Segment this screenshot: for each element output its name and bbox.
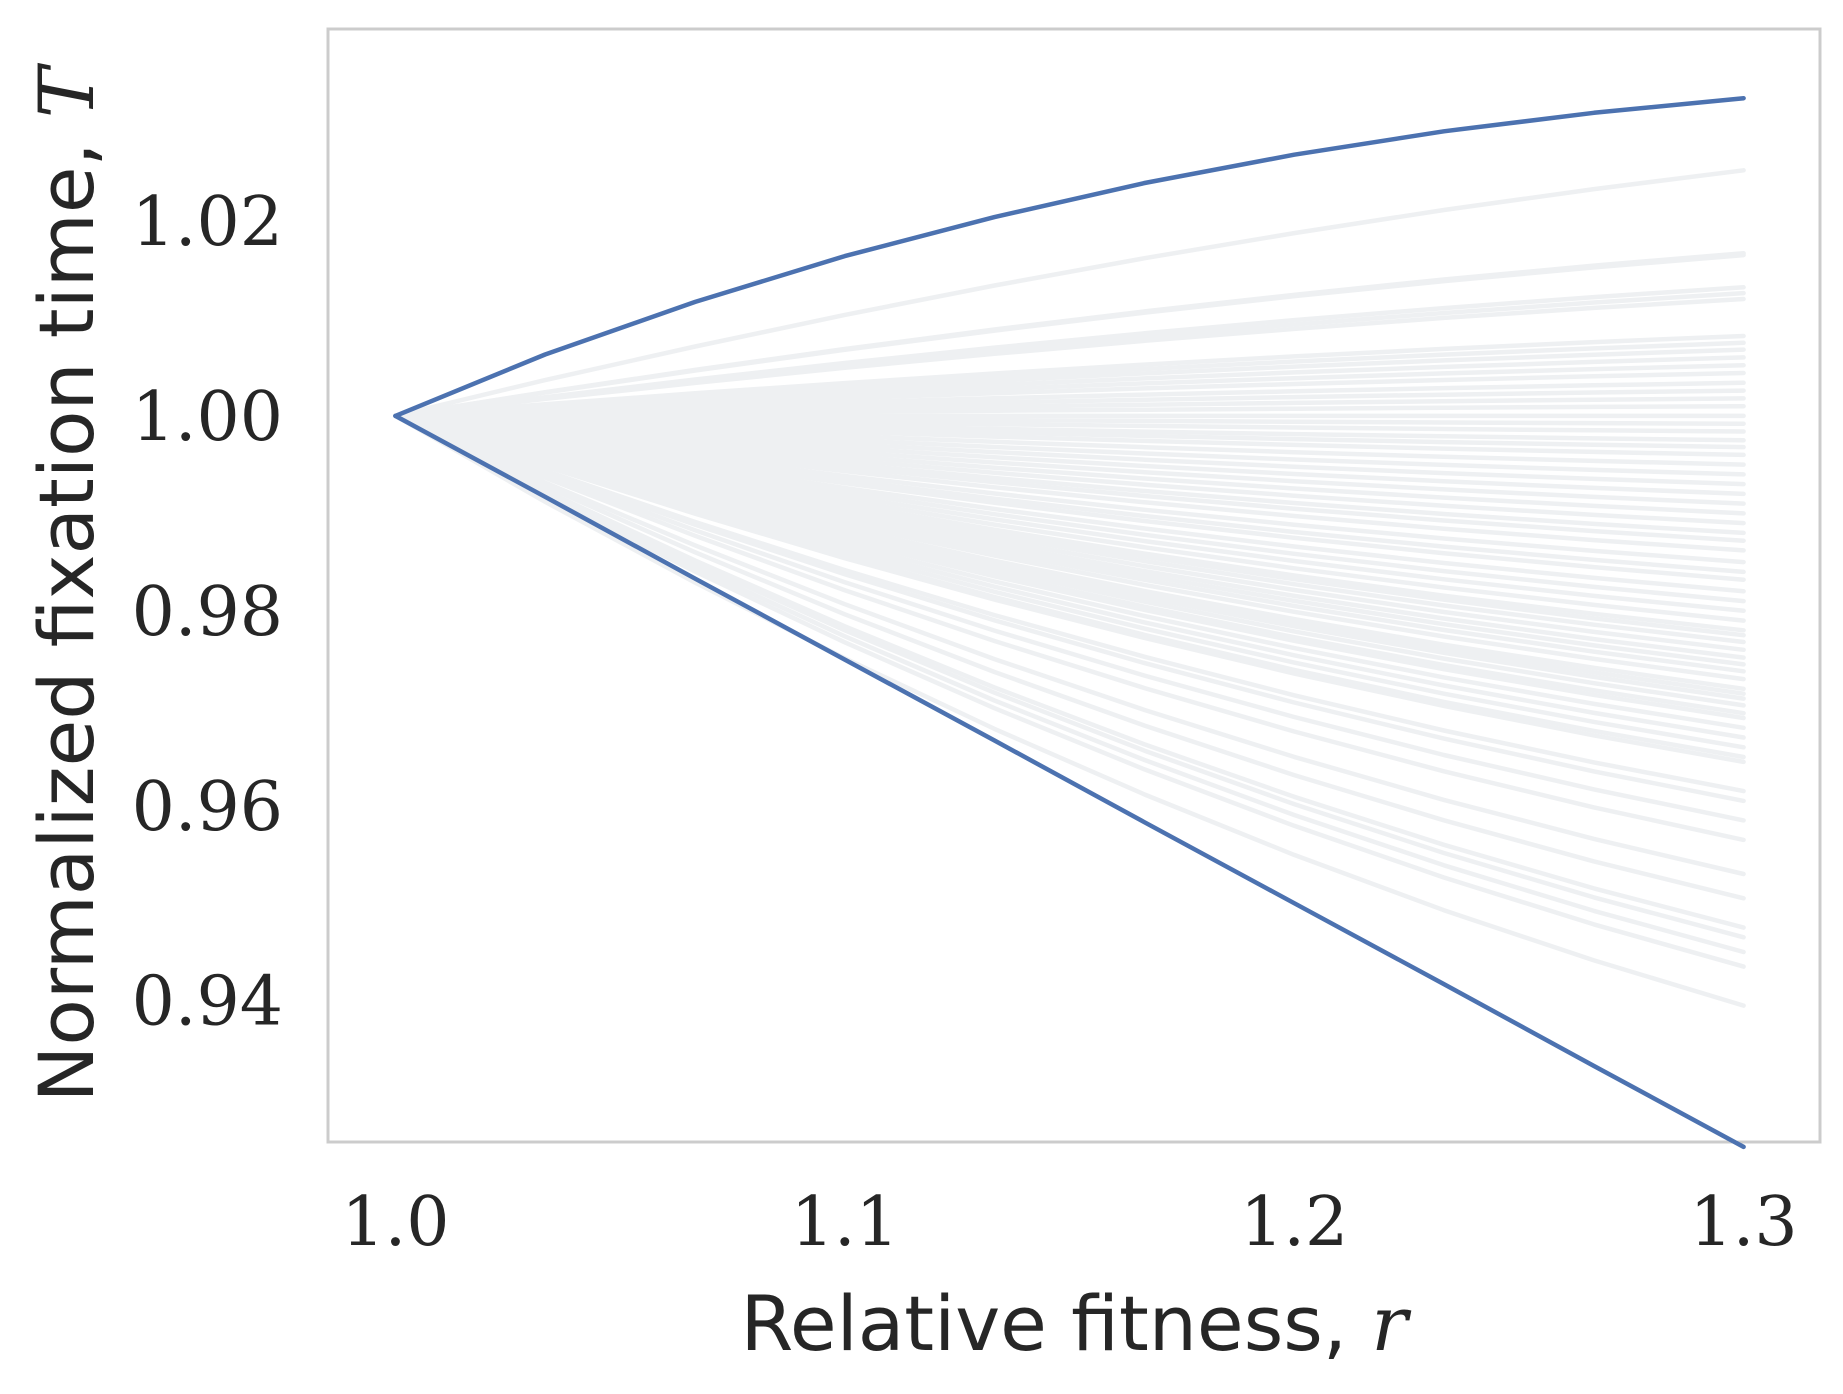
background-series-line [393, 413, 1746, 940]
highlight-series-line [393, 413, 1746, 1150]
background-series-line [393, 413, 1746, 823]
y-axis-label: Normalized fixation time, T [22, 62, 111, 1102]
background-series-line [393, 413, 1746, 901]
background-series-line [393, 413, 1746, 582]
highlight-series-group [393, 95, 1746, 1150]
y-tick-label: 0.98 [132, 573, 283, 652]
background-series-line [393, 413, 1746, 765]
background-series-line [393, 413, 1746, 955]
x-axis-label: Relative fitness, r [740, 1279, 1412, 1368]
background-series-line [393, 252, 1746, 419]
x-tick-label: 1.0 [341, 1183, 449, 1262]
background-series-line [393, 296, 1746, 419]
y-tick-label: 1.02 [132, 183, 283, 262]
background-series-line [393, 413, 1746, 877]
y-tick-label: 1.00 [132, 378, 283, 457]
background-series-line [393, 413, 1746, 969]
x-tick-labels: 1.0 1.1 1.2 1.3 [341, 1183, 1797, 1262]
highlight-series-line [393, 95, 1746, 419]
background-series-line [393, 413, 1746, 804]
x-tick-label: 1.1 [791, 1183, 899, 1262]
y-tick-label: 0.94 [132, 963, 283, 1042]
background-series-line [393, 168, 1746, 419]
x-tick-label: 1.2 [1240, 1183, 1348, 1262]
y-tick-label: 0.96 [132, 768, 283, 847]
background-series-line [393, 413, 1746, 843]
x-tick-label: 1.3 [1690, 1183, 1798, 1262]
background-series-line [393, 413, 1746, 1008]
background-series-line [393, 413, 1746, 553]
y-tick-labels: 0.94 0.96 0.98 1.00 1.02 [132, 183, 283, 1042]
background-series-group [393, 168, 1746, 1008]
